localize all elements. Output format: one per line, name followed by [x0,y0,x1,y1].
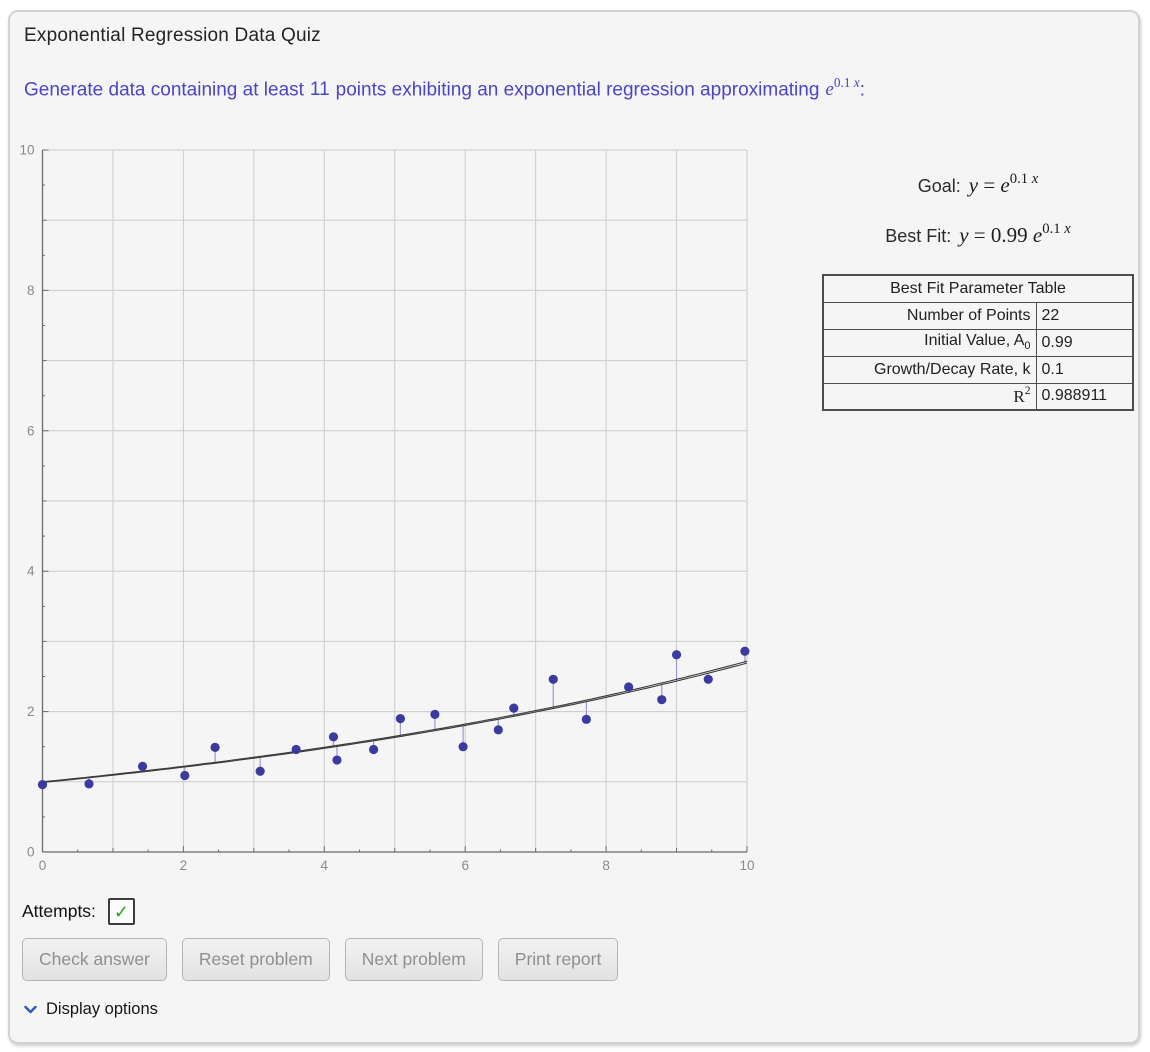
table-row: Number of Points 22 [822,301,1134,330]
svg-text:0: 0 [27,845,35,860]
button-row: Check answer Reset problem Next problem … [22,938,619,981]
display-options-toggle[interactable]: Display options [24,1000,158,1019]
goal-equation: Goal: y = e0.1 x [917,171,1039,197]
prompt-math: e0.1 x [825,75,860,101]
attempts-status-box[interactable]: ✓ [107,898,135,925]
prompt-suffix: : [859,79,865,101]
svg-text:10: 10 [19,143,34,158]
table-header: Best Fit Parameter Table [822,274,1134,303]
svg-text:2: 2 [180,858,188,873]
table-row: Initial Value, A0 0.99 [822,328,1134,357]
row-value: 0.1 [1035,355,1134,384]
regression-plot[interactable]: 00 2 2 4 4 6 6 8 8 10 10 [10,140,780,888]
display-options-label: Display options [46,1000,158,1018]
svg-text:4: 4 [321,858,329,873]
svg-text:8: 8 [602,858,610,873]
goal-label: Goal: [917,176,961,196]
table-row: R2 0.988911 [822,382,1134,411]
bestfit-equation: Best Fit: y = 0.99 e0.1 x [885,221,1071,247]
prompt-text: Generate data containing at least 11 point… [24,75,1124,101]
attempts-row: Attempts: ✓ [22,898,135,925]
row-label: Number of Points [822,301,1037,330]
next-problem-button[interactable]: Next problem [344,938,483,981]
chevron-down-icon [24,1005,37,1014]
bestfit-parameter-table: Best Fit Parameter Table Number of Point… [822,274,1134,411]
row-value: 0.99 [1035,328,1134,357]
table-row: Growth/Decay Rate, k 0.1 [822,355,1134,384]
results-panel: Goal: y = e0.1 x Best Fit: y = 0.99 e0.1 x… [810,158,1146,411]
bestfit-label: Best Fit: [885,226,952,246]
check-icon: ✓ [113,901,129,922]
svg-text:6: 6 [27,423,35,438]
attempts-label: Attempts: [22,901,96,921]
svg-text:4: 4 [27,564,35,579]
page-title: Exponential Regression Data Quiz [24,25,321,46]
check-answer-button[interactable]: Check answer [22,938,167,981]
svg-text:0: 0 [39,858,47,873]
row-label: Initial Value, A0 [822,328,1037,357]
table-header-row: Best Fit Parameter Table [822,274,1134,303]
svg-text:6: 6 [461,858,469,873]
print-report-button[interactable]: Print report [497,938,619,981]
prompt-points-count: 11 [309,79,330,101]
svg-text:8: 8 [27,283,35,298]
row-value: 22 [1035,301,1134,330]
quiz-card: Exponential Regression Data Quiz Generat… [8,10,1140,1044]
svg-text:10: 10 [739,858,754,873]
prompt-part1: Generate data containing at least [24,79,304,101]
row-label: R2 [822,382,1037,411]
prompt-part2: points exhibiting an exponential regress… [335,79,820,101]
svg-text:2: 2 [27,704,35,719]
reset-problem-button[interactable]: Reset problem [181,938,330,981]
row-value: 0.988911 [1035,382,1134,411]
row-label: Growth/Decay Rate, k [822,355,1037,384]
